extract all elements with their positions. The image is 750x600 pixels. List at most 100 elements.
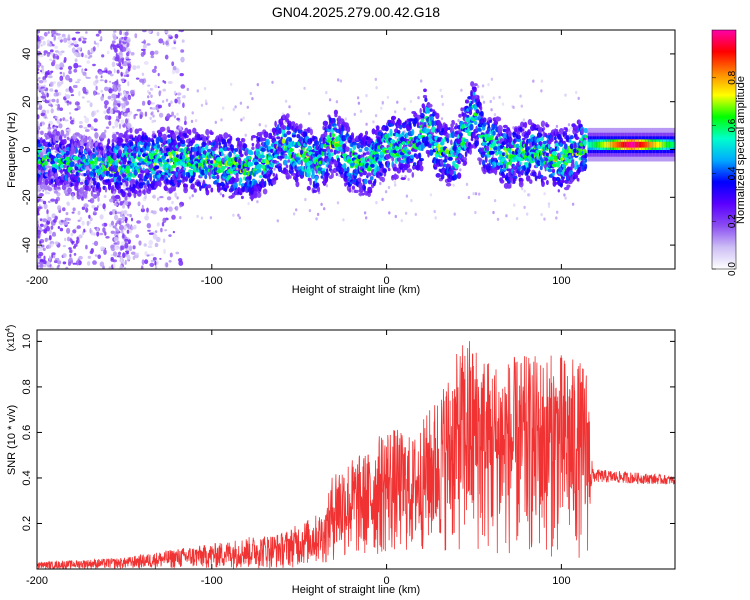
- spectrogram-cell: [330, 152, 334, 157]
- spectrogram-cell: [59, 107, 63, 111]
- spectrogram-cell: [114, 81, 119, 86]
- spectrogram-cell: [165, 131, 168, 134]
- spectrogram-cell: [173, 115, 177, 119]
- spectrogram-cell: [256, 200, 259, 204]
- spectrogram-ridge-cell: [216, 169, 222, 174]
- spectrogram-cell: [333, 117, 336, 123]
- spectrogram-cell: [404, 211, 408, 215]
- spectrogram-cell: [42, 200, 47, 205]
- spectrogram-cell: [158, 112, 164, 118]
- spectrogram-cell: [429, 193, 433, 197]
- spectrogram-cell: [79, 181, 84, 185]
- spectrogram-cell: [112, 35, 117, 41]
- spectrogram-cell: [93, 118, 98, 123]
- spectrogram-cell: [53, 126, 57, 131]
- spectrogram-cell: [345, 126, 351, 133]
- spectrogram-cell: [219, 148, 224, 153]
- spectrogram-cell: [481, 84, 485, 88]
- spectrogram-cell: [161, 222, 165, 227]
- spectrogram-cell: [166, 196, 172, 201]
- spectrogram-cell: [91, 163, 95, 170]
- spectrogram-cell: [46, 109, 50, 114]
- spectrogram-cell: [409, 99, 413, 104]
- spectrogram-cell: [499, 179, 505, 184]
- spectrogram-cell: [228, 151, 232, 157]
- spectrogram-cell: [264, 124, 267, 128]
- spectrogram-cell: [37, 210, 40, 216]
- spectrogram-cell: [129, 141, 134, 148]
- spectrogram-cell: [114, 245, 120, 251]
- spectrogram-cell: [69, 161, 75, 168]
- spectrogram-cell: [507, 130, 512, 137]
- spectrogram-cell: [77, 78, 81, 82]
- spectrogram-cell: [492, 96, 495, 100]
- spectrogram-cell: [122, 72, 125, 75]
- spectrogram-cell: [157, 109, 160, 113]
- spectrogram-cell: [284, 99, 288, 103]
- spectrogram-cell: [82, 37, 87, 40]
- spectrogram-cell: [86, 100, 91, 103]
- spectrogram-cell: [54, 45, 58, 49]
- spectrogram-cell: [126, 37, 131, 44]
- spectrogram-cell: [493, 199, 497, 203]
- spectrogram-cell: [306, 185, 311, 191]
- spectrogram-cell: [76, 236, 80, 240]
- spectrogram-cell: [50, 70, 54, 74]
- spectrogram-cell: [77, 52, 81, 58]
- spectrogram-cell: [337, 78, 340, 82]
- spectrogram-cell: [92, 63, 96, 67]
- spectrogram-cell: [540, 89, 543, 93]
- spectrogram-cell: [74, 101, 80, 106]
- spectrogram-cell: [40, 130, 44, 135]
- spectrogram-cell: [291, 140, 295, 147]
- spectrogram-ridge-cell: [260, 154, 265, 159]
- spectrogram-cell: [134, 33, 138, 39]
- spectrogram-cell: [276, 136, 281, 140]
- spectrogram-cell: [79, 120, 83, 125]
- spectrogram-cell: [474, 121, 478, 125]
- spectrogram-cell: [249, 91, 252, 96]
- spectrogram-cell: [222, 106, 225, 110]
- spectrogram-cell: [157, 72, 160, 77]
- spectrogram-cell: [474, 192, 478, 196]
- spectrogram-cell: [419, 165, 424, 172]
- spectrogram-cell: [519, 94, 522, 98]
- spectrogram-cell: [143, 185, 147, 189]
- spectrogram-cell: [487, 123, 490, 129]
- spectrogram-cell: [87, 123, 92, 128]
- spectrogram-cell: [126, 213, 131, 217]
- spectrogram-cell: [93, 232, 96, 236]
- spectrogram-cell: [63, 164, 67, 168]
- spectrogram-cell: [86, 261, 91, 266]
- spectrogram-cell: [285, 113, 290, 119]
- spectrogram-cell: [162, 238, 166, 243]
- spectrogram-cell: [122, 63, 125, 66]
- spectrogram-cell: [133, 224, 137, 230]
- spectrogram-cell: [465, 99, 469, 104]
- spectrogram-cell: [39, 240, 42, 245]
- spectrogram-cell: [200, 216, 204, 220]
- spectrogram-cell: [89, 217, 93, 221]
- spectrogram-cell: [343, 179, 350, 183]
- spectrogram-cell: [555, 124, 559, 128]
- spectrogram-cell: [178, 128, 181, 131]
- spectrogram-cell: [179, 216, 182, 220]
- spectrogram-cell: [68, 188, 73, 192]
- spectrogram-cell: [490, 108, 493, 112]
- spectrogram-cell: [101, 156, 106, 162]
- spectrogram-cell: [116, 211, 122, 214]
- spectrogram-cell: [386, 162, 390, 169]
- spectrogram-cell: [441, 102, 444, 106]
- spectrogram-cell: [169, 252, 173, 258]
- spectrogram-cell: [446, 137, 450, 144]
- spectrogram-cell: [44, 178, 49, 186]
- spectrogram-cell: [59, 62, 65, 68]
- spectrogram-cell: [341, 135, 347, 142]
- spectrogram-cell: [174, 205, 179, 211]
- spectrogram-cell: [46, 261, 51, 266]
- spectrogram-cell: [99, 146, 104, 152]
- spectrogram-cell: [300, 159, 304, 166]
- spectrogram-cell: [46, 209, 49, 215]
- spectrogram-cell: [349, 150, 353, 158]
- spectrogram-cell: [37, 44, 40, 48]
